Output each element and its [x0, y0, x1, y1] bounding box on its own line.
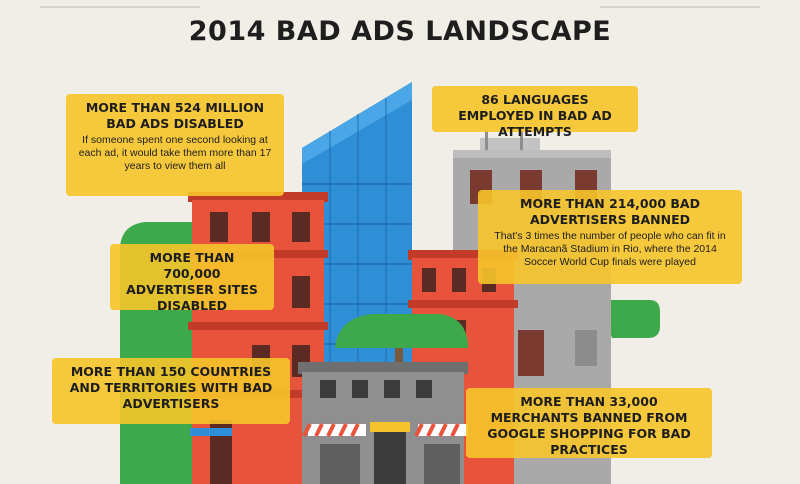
rooftop-tree: [335, 314, 468, 362]
gray-shopfront: [298, 362, 468, 484]
stat-merchants-banned: MORE THAN 33,000 MERCHANTS BANNED FROM G…: [466, 388, 712, 458]
stat-headline: MORE THAN 33,000 MERCHANTS BANNED FROM G…: [487, 394, 691, 457]
stat-headline: MORE THAN 524 MILLION BAD ADS DISABLED: [85, 100, 265, 131]
stat-detail: If someone spent one second looking at e…: [78, 134, 272, 172]
stat-headline: MORE THAN 700,000 ADVERTISER SITES DISAB…: [126, 250, 258, 313]
stat-detail: That's 3 times the number of people who …: [494, 230, 726, 268]
stat-languages: 86 LANGUAGES EMPLOYED IN BAD AD ATTEMPTS: [432, 86, 638, 139]
title-rule-right: [600, 6, 760, 8]
stat-headline: MORE THAN 214,000 BAD ADVERTISERS BANNED: [520, 196, 700, 227]
stat-sites-disabled: MORE THAN 700,000 ADVERTISER SITES DISAB…: [110, 244, 274, 313]
stat-headline: MORE THAN 150 COUNTRIES AND TERRITORIES …: [69, 364, 273, 411]
title-rule-left: [40, 6, 200, 8]
stat-headline: 86 LANGUAGES EMPLOYED IN BAD AD ATTEMPTS: [458, 92, 612, 139]
stat-countries: MORE THAN 150 COUNTRIES AND TERRITORIES …: [52, 358, 290, 424]
stat-advertisers-banned: MORE THAN 214,000 BAD ADVERTISERS BANNED…: [478, 190, 742, 284]
stat-bad-ads-disabled: MORE THAN 524 MILLION BAD ADS DISABLED I…: [66, 94, 284, 196]
page-title: 2014 BAD ADS LANDSCAPE: [188, 16, 612, 47]
